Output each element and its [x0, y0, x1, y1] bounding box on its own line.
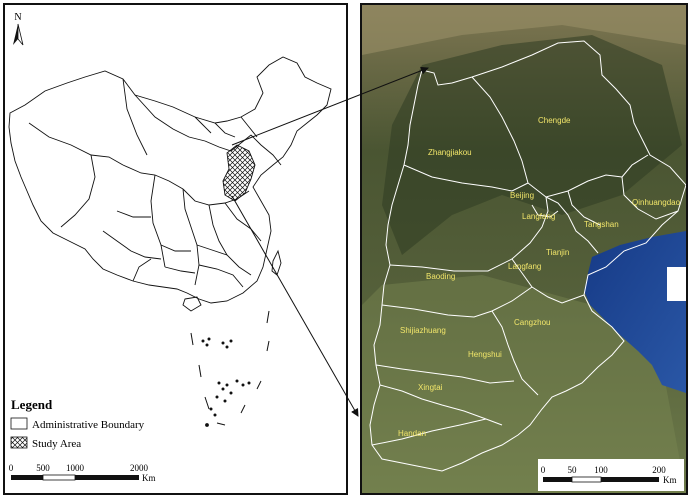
taiwan-island [271, 249, 282, 276]
satellite-map: Chengde Zhangjiakou Beijing Langfang Tan… [362, 5, 686, 493]
city-label-tangshan: Tangshan [584, 220, 619, 229]
north-label: N [14, 12, 21, 23]
prefecture-boundaries [369, 40, 686, 472]
city-label-tianjin: Tianjin [546, 248, 569, 257]
scale-tick-0: 0 [9, 463, 14, 473]
study-scalebar: 0 50 100 200 Km [538, 459, 684, 491]
scale-tick-2000: 2000 [130, 463, 149, 473]
scale-tick-1000: 1000 [66, 463, 85, 473]
legend-title: Legend [11, 397, 53, 412]
hainan-island [182, 296, 202, 312]
city-label-qinhuangdao: Qinhuangdao [632, 198, 681, 207]
boundary-swatch [10, 417, 28, 430]
city-label-beijing: Beijing [510, 191, 534, 200]
connector-bottom-arrow [231, 195, 359, 417]
study-area-swatch [10, 436, 28, 449]
city-label-shijiazhuang: Shijiazhuang [400, 326, 446, 335]
scalebar-background [538, 459, 684, 491]
city-label-langfang-north: Langfang [522, 212, 555, 221]
study-scale-unit: Km [663, 475, 677, 485]
bohai-sea [584, 231, 686, 393]
legend-item-study-area: Study Area [32, 438, 81, 450]
scale-tick-500: 500 [36, 463, 50, 473]
legend: Legend Administrative Boundary Study Are… [10, 397, 145, 450]
city-labels: Chengde Zhangjiakou Beijing Langfang Tan… [398, 116, 681, 438]
china-scalebar: 0 500 1000 2000 Km [9, 463, 156, 483]
study-area-panel: Chengde Zhangjiakou Beijing Langfang Tan… [360, 3, 688, 495]
city-label-handan: Handan [398, 429, 426, 438]
city-label-zhangjiakou: Zhangjiakou [428, 148, 472, 157]
china-map: N [8, 12, 332, 483]
plateau-shading [362, 5, 686, 55]
study-area-hatch [222, 144, 256, 202]
study-scale-tick-50: 50 [568, 465, 578, 475]
city-label-chengde: Chengde [538, 116, 571, 125]
connector-top-arrow [231, 66, 429, 146]
china-overview-panel: N [3, 3, 348, 495]
city-label-langfang: Langfang [508, 262, 541, 271]
mountain-shading [382, 35, 682, 255]
china-outline [8, 56, 332, 304]
south-china-sea-islands [190, 310, 270, 427]
legend-item-boundary: Administrative Boundary [32, 419, 145, 431]
city-label-baoding: Baoding [426, 272, 455, 281]
north-arrow-icon: N [13, 12, 24, 46]
city-label-hengshui: Hengshui [468, 350, 502, 359]
city-label-xingtai: Xingtai [418, 383, 443, 392]
plain-shading [362, 275, 686, 493]
study-scale-tick-100: 100 [594, 465, 608, 475]
study-scale-tick-200: 200 [652, 465, 666, 475]
study-scale-tick-0: 0 [541, 465, 546, 475]
no-data-patch [667, 267, 686, 301]
city-label-cangzhou: Cangzhou [514, 318, 550, 327]
scale-unit: Km [142, 473, 156, 483]
